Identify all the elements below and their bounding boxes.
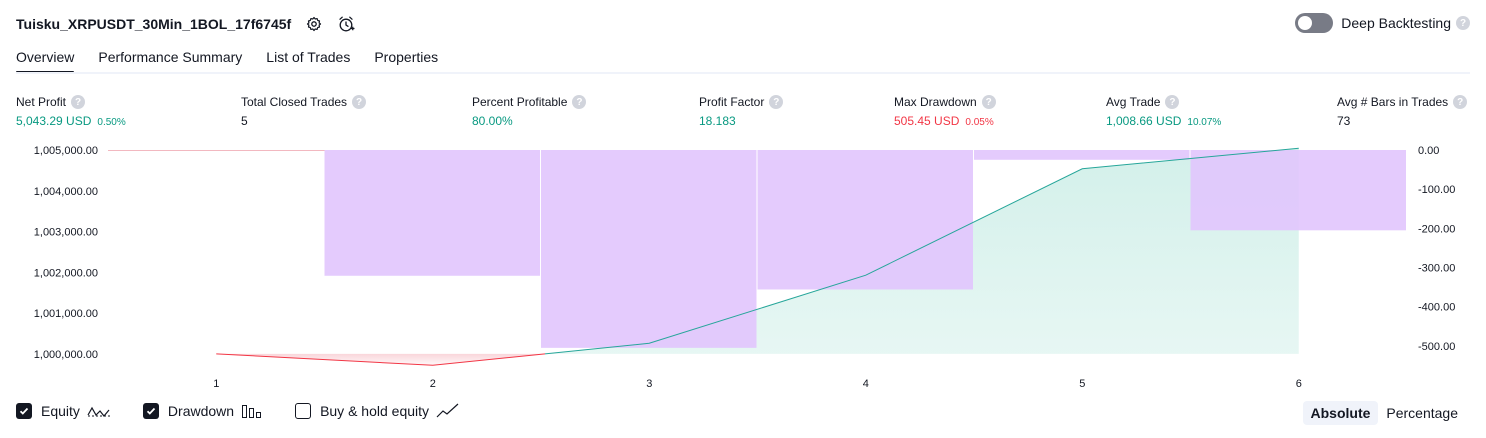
deep-backtesting-label: Deep Backtesting bbox=[1341, 15, 1451, 31]
info-icon[interactable]: ? bbox=[1165, 95, 1180, 109]
stat-value: 80.00% bbox=[472, 114, 513, 128]
legend-label: Buy & hold equity bbox=[320, 403, 430, 419]
tabs-divider bbox=[16, 72, 1470, 74]
stat-label: Avg # Bars in Trades bbox=[1337, 95, 1449, 109]
info-icon[interactable]: ? bbox=[352, 95, 367, 109]
stat-avg-bars-in-trades: Avg # Bars in Trades? 73 bbox=[1337, 94, 1468, 130]
stat-value: 505.45 USD bbox=[894, 114, 960, 128]
header: Tuisku_XRPUSDT_30Min_1BOL_17f6745f bbox=[16, 12, 355, 36]
right-axis-tick-label: 0.00 bbox=[1418, 145, 1439, 157]
left-axis-tick-label: 1,000,000.00 bbox=[34, 349, 98, 361]
percentage-button[interactable]: Percentage bbox=[1386, 405, 1458, 421]
strategy-title: Tuisku_XRPUSDT_30Min_1BOL_17f6745f bbox=[16, 16, 292, 32]
equity-line bbox=[544, 147, 1299, 355]
legend-label: Equity bbox=[41, 403, 80, 419]
info-icon[interactable]: ? bbox=[981, 95, 996, 109]
stat-label: Avg Trade bbox=[1106, 95, 1161, 109]
right-axis-tick-label: -300.00 bbox=[1418, 263, 1455, 275]
stat-label: Net Profit bbox=[16, 95, 67, 109]
stat-percent: 10.07% bbox=[1187, 117, 1222, 128]
stat-total-closed-trades: Total Closed Trades? 5 bbox=[241, 94, 367, 130]
deep-backtesting: Deep Backtesting ? bbox=[1295, 13, 1470, 33]
stat-max-drawdown: Max Drawdown? 505.45 USD 0.05% bbox=[894, 94, 996, 130]
stat-value: 1,008.66 USD bbox=[1106, 114, 1182, 128]
left-axis-tick-label: 1,002,000.00 bbox=[34, 267, 98, 279]
value-mode-switch: Absolute Percentage bbox=[1302, 401, 1467, 425]
legend-equity[interactable]: Equity bbox=[16, 403, 111, 419]
legend-label: Drawdown bbox=[167, 403, 235, 419]
deep-backtesting-toggle[interactable] bbox=[1295, 13, 1334, 33]
info-icon[interactable]: ? bbox=[769, 95, 784, 109]
equity-loss-area bbox=[216, 353, 546, 366]
right-axis-tick-label: -100.00 bbox=[1418, 184, 1455, 196]
equity-line-icon bbox=[87, 403, 111, 419]
stat-percent: 0.05% bbox=[965, 117, 994, 128]
toggle-knob bbox=[1298, 16, 1313, 30]
stat-value: 5 bbox=[241, 114, 248, 128]
drawdown-checkbox[interactable] bbox=[142, 403, 159, 419]
left-axis-tick-label: 1,004,000.00 bbox=[34, 186, 98, 198]
legend-drawdown[interactable]: Drawdown bbox=[142, 403, 263, 419]
tab-performance-summary[interactable]: Performance Summary bbox=[98, 49, 243, 65]
x-axis-tick-label: 4 bbox=[863, 378, 869, 390]
stat-avg-trade: Avg Trade? 1,008.66 USD 10.07% bbox=[1106, 94, 1221, 130]
x-axis-tick-label: 3 bbox=[646, 378, 652, 390]
stat-label: Total Closed Trades bbox=[241, 95, 348, 109]
add-alarm-icon[interactable] bbox=[337, 15, 355, 33]
legend-buy-hold-equity[interactable]: Buy & hold equity bbox=[295, 403, 460, 419]
tab-list-of-trades[interactable]: List of Trades bbox=[266, 49, 351, 65]
help-icon[interactable]: ? bbox=[1456, 16, 1470, 30]
info-icon[interactable]: ? bbox=[71, 95, 86, 109]
stat-value: 73 bbox=[1337, 114, 1351, 128]
x-axis-tick-label: 5 bbox=[1079, 378, 1085, 390]
tab-properties[interactable]: Properties bbox=[374, 49, 439, 65]
tab-overview[interactable]: Overview bbox=[16, 48, 75, 74]
drawdown-bar bbox=[757, 150, 973, 290]
x-axis-tick-label: 6 bbox=[1296, 378, 1302, 390]
x-axis-tick-label: 2 bbox=[430, 378, 436, 390]
equity-checkbox[interactable] bbox=[16, 403, 32, 419]
stat-value: 5,043.29 USD bbox=[16, 114, 92, 128]
stat-percent: 0.50% bbox=[97, 117, 126, 128]
drawdown-bar bbox=[541, 150, 757, 348]
x-axis-tick-label: 1 bbox=[213, 378, 219, 390]
drawdown-bar bbox=[1190, 150, 1406, 231]
stat-percent-profitable: Percent Profitable? 80.00% bbox=[472, 94, 587, 130]
stat-profit-factor: Profit Factor? 18.183 bbox=[699, 94, 784, 130]
stat-label: Max Drawdown bbox=[894, 95, 977, 109]
settings-gear-icon[interactable] bbox=[305, 15, 323, 33]
equity-line-loss bbox=[216, 353, 546, 366]
drawdown-bar bbox=[974, 150, 1190, 160]
drawdown-bars-icon bbox=[241, 403, 263, 419]
buy-hold-line-icon bbox=[436, 403, 460, 419]
info-icon[interactable]: ? bbox=[572, 95, 587, 109]
stat-label: Percent Profitable bbox=[472, 95, 568, 109]
info-icon[interactable]: ? bbox=[1453, 95, 1468, 109]
left-axis-tick-label: 1,003,000.00 bbox=[34, 227, 98, 239]
stat-label: Profit Factor bbox=[699, 95, 765, 109]
drawdown-bar bbox=[324, 150, 540, 276]
buy-hold-checkbox[interactable] bbox=[295, 403, 312, 419]
stat-value: 18.183 bbox=[699, 114, 736, 128]
chart-legend: Equity Drawdown Buy & hold equity bbox=[16, 403, 492, 419]
stat-net-profit: Net Profit? 5,043.29 USD 0.50% bbox=[16, 94, 126, 130]
left-axis-tick-label: 1,005,000.00 bbox=[34, 145, 98, 157]
tab-bar: Overview Performance Summary List of Tra… bbox=[16, 48, 462, 74]
left-axis-tick-label: 1,001,000.00 bbox=[34, 308, 98, 320]
right-axis-tick-label: -400.00 bbox=[1418, 302, 1455, 314]
right-axis-tick-label: -500.00 bbox=[1418, 341, 1455, 353]
equity-drawdown-chart[interactable]: 1,000,000.00 1,001,000.00 1,002,000.00 1,00… bbox=[0, 138, 1486, 400]
right-axis-tick-label: -200.00 bbox=[1418, 223, 1455, 235]
absolute-button[interactable]: Absolute bbox=[1302, 401, 1379, 425]
